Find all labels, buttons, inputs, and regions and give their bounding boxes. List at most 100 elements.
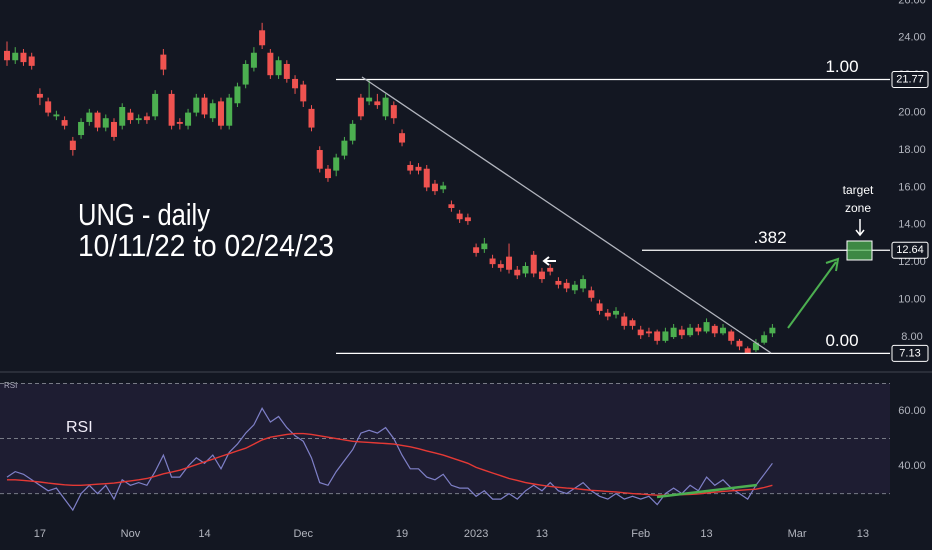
- candle-body: [382, 97, 389, 117]
- candle-body: [168, 93, 175, 126]
- x-tick-label: Nov: [121, 528, 141, 540]
- divergence-line: [656, 483, 758, 499]
- white-arrow: [542, 256, 556, 266]
- target-arrow: [855, 219, 865, 237]
- candle-body: [613, 310, 620, 315]
- candle-body: [580, 279, 587, 289]
- candle-body: [645, 331, 652, 334]
- x-tick-label: Mar: [788, 528, 807, 540]
- candle-body: [423, 168, 430, 188]
- candle-body: [250, 52, 257, 68]
- candle-body: [160, 54, 167, 70]
- candle-body: [242, 63, 249, 85]
- candle-body: [143, 116, 150, 121]
- candle-body: [176, 121, 183, 124]
- rsi-title: RSI: [4, 381, 17, 390]
- x-tick-label: 13: [536, 528, 548, 540]
- candle-body: [522, 265, 529, 274]
- candle-body: [744, 348, 751, 353]
- candle-body: [226, 97, 233, 126]
- candle-body: [349, 123, 356, 141]
- candle-body: [415, 166, 422, 171]
- chart-title: UNG - daily: [78, 197, 210, 232]
- target-label: target: [843, 183, 874, 197]
- candle-body: [695, 327, 702, 332]
- candle-body: [720, 327, 727, 334]
- y-tick-label: 20.00: [898, 107, 926, 119]
- candle-body: [563, 282, 570, 289]
- candle-body: [547, 267, 554, 272]
- candle-body: [292, 78, 299, 89]
- candle-body: [514, 269, 521, 276]
- candle-body: [20, 52, 27, 63]
- candle-body: [687, 327, 694, 336]
- rsi-label: RSI: [66, 419, 93, 436]
- candle-body: [530, 254, 537, 274]
- fib-level-label: 1.00: [825, 57, 858, 76]
- candle-body: [357, 97, 364, 117]
- candle-body: [604, 312, 611, 317]
- x-tick-label: 2023: [464, 528, 488, 540]
- candle-body: [316, 150, 323, 169]
- candle-body: [374, 101, 381, 106]
- candle-body: [538, 271, 545, 280]
- candle-body: [12, 52, 19, 61]
- price-label-box: [891, 344, 929, 362]
- candle-body: [36, 93, 43, 98]
- candle-body: [728, 331, 735, 341]
- candle-body: [185, 112, 192, 126]
- candle-body: [102, 118, 109, 128]
- y-tick-label: 16.00: [898, 181, 926, 193]
- candle-body: [127, 112, 134, 121]
- y-tick-label: 40.00: [898, 460, 926, 472]
- candle-body: [440, 185, 447, 190]
- candle-body: [341, 140, 348, 156]
- candle-body: [497, 264, 504, 268]
- candle-body: [135, 118, 142, 121]
- candle-body: [45, 101, 52, 113]
- candle-body: [489, 258, 496, 265]
- candle-body: [283, 63, 290, 79]
- candle-body: [94, 112, 101, 128]
- candle-body: [234, 86, 241, 104]
- candle-body: [629, 320, 636, 326]
- candle-body: [407, 164, 414, 171]
- candle-body: [670, 327, 677, 338]
- candle-body: [110, 121, 117, 137]
- candle-body: [399, 133, 406, 143]
- candle-body: [390, 105, 397, 119]
- candle-body: [4, 50, 10, 61]
- candle-body: [209, 103, 216, 119]
- x-tick-label: 13: [857, 528, 869, 540]
- candle-body: [752, 342, 759, 351]
- candle-body: [769, 327, 776, 334]
- candle-body: [69, 140, 76, 151]
- candle-body: [621, 316, 628, 326]
- candle-body: [555, 280, 562, 285]
- candle-body: [366, 97, 373, 102]
- candle-body: [596, 303, 603, 311]
- y-tick-label: 18.00: [898, 144, 926, 156]
- candle-body: [481, 243, 488, 250]
- candle-body: [53, 114, 60, 117]
- x-tick-label: 14: [198, 528, 210, 540]
- candle-body: [736, 340, 743, 347]
- candle-body: [506, 256, 513, 270]
- price-label: 7.13: [899, 347, 920, 359]
- candle-body: [654, 331, 661, 341]
- x-tick-label: 13: [700, 528, 712, 540]
- candle-body: [259, 30, 266, 46]
- candle-body: [201, 97, 208, 115]
- candle-body: [571, 284, 578, 291]
- candle-body: [703, 322, 710, 332]
- y-tick-label: 10.00: [898, 294, 926, 306]
- candle-body: [761, 335, 768, 343]
- y-tick-label: 12.00: [898, 256, 926, 268]
- y-tick-label: 8.00: [901, 331, 922, 343]
- x-tick-label: 19: [396, 528, 408, 540]
- candle-body: [678, 329, 685, 336]
- price-label-box: [891, 70, 929, 88]
- y-tick-label: 26.00: [898, 0, 926, 6]
- price-label: 12.64: [896, 244, 924, 256]
- y-tick-label: 60.00: [898, 405, 926, 417]
